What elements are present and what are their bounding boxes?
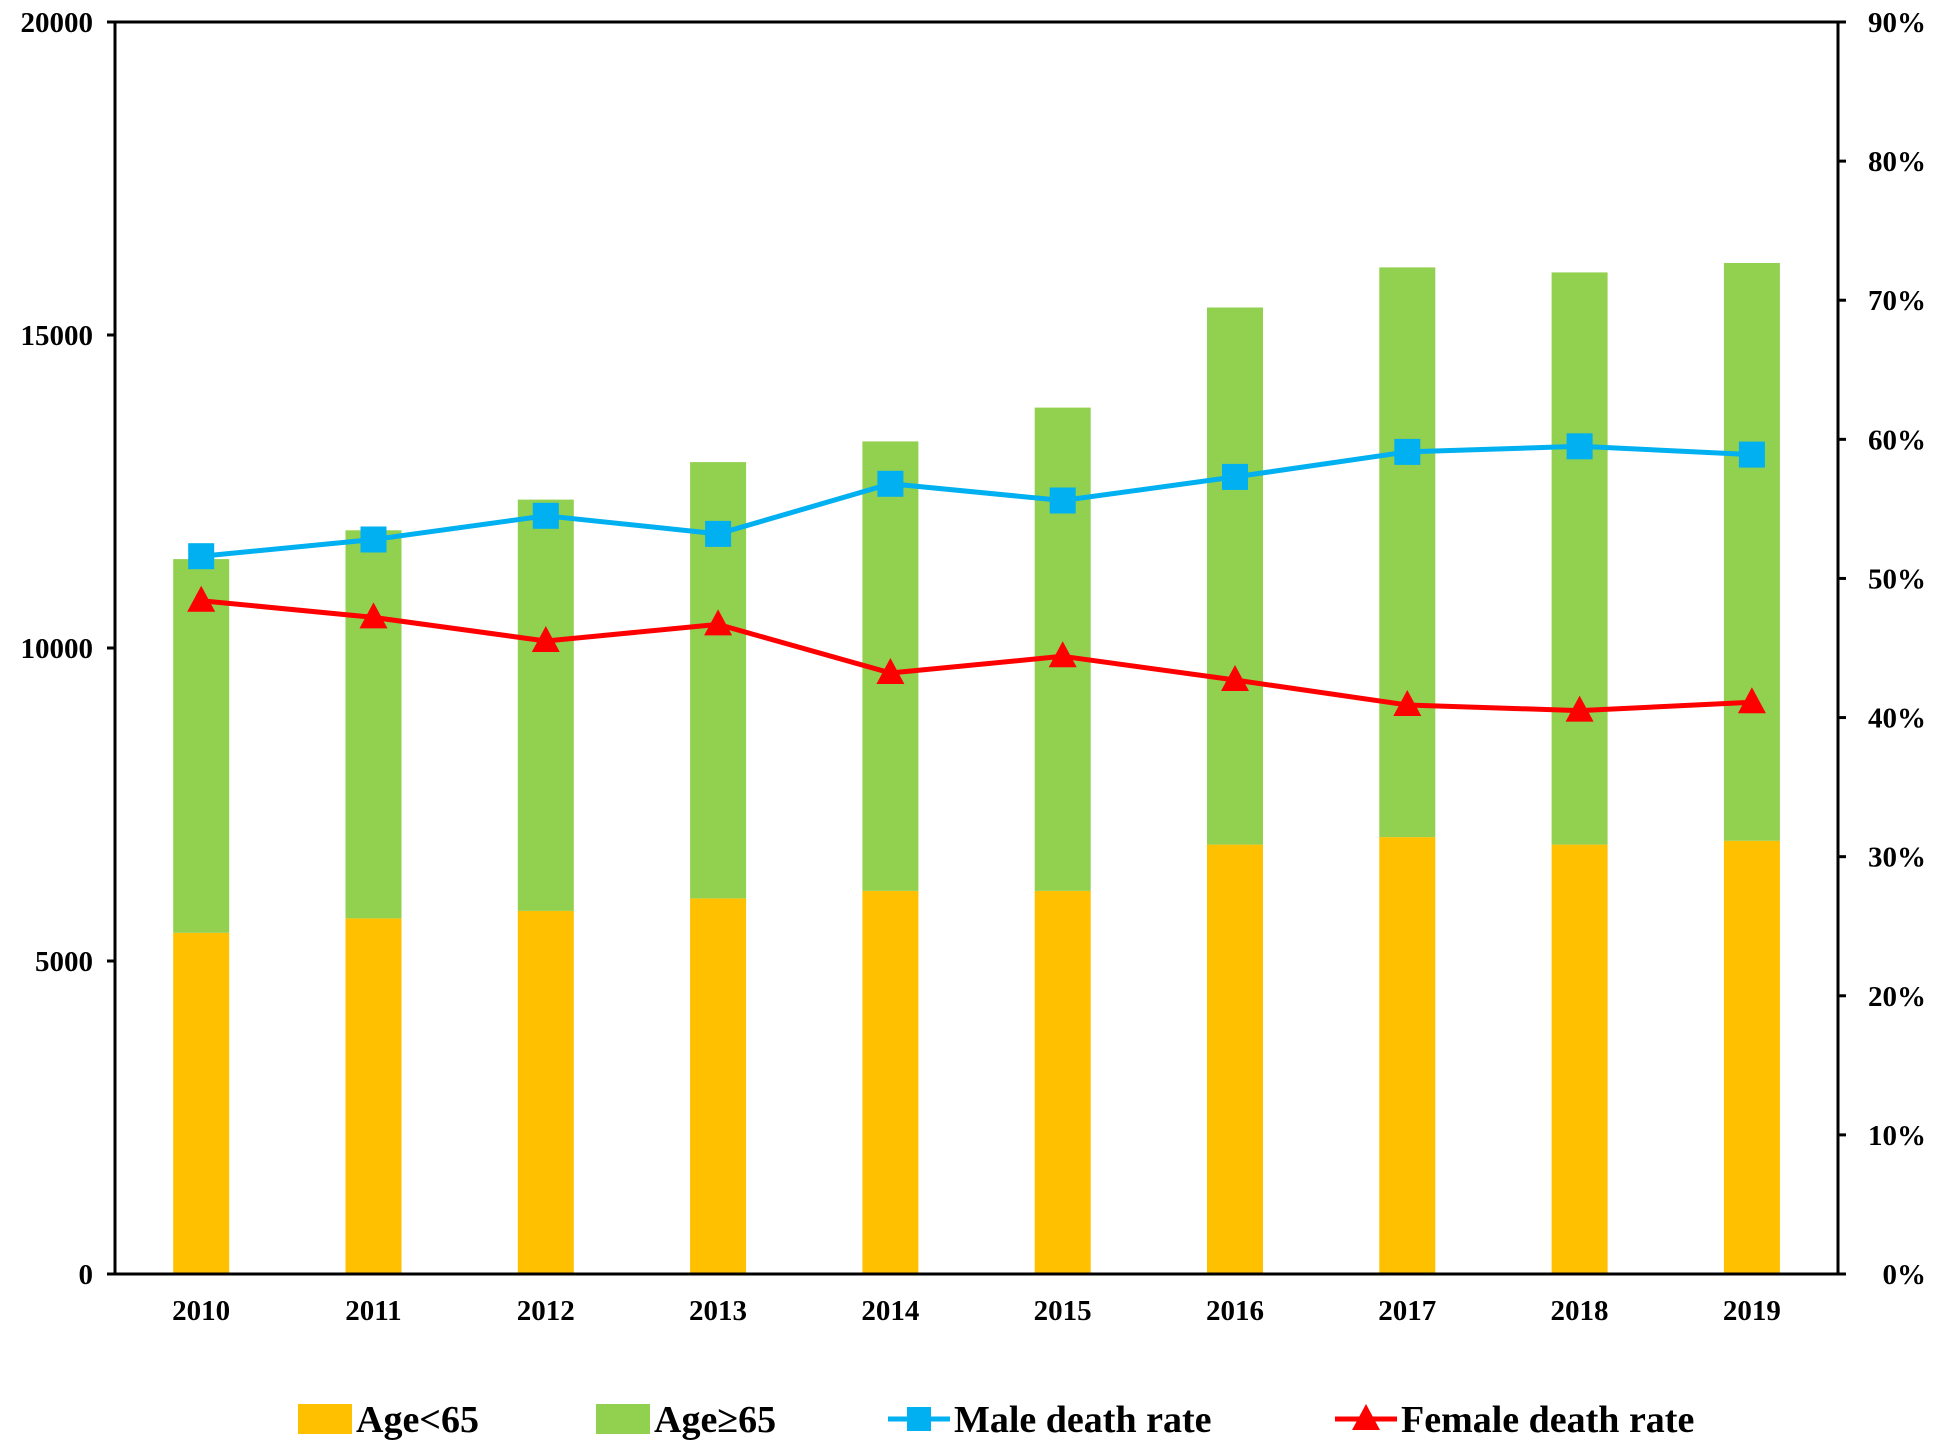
bar-2016-series-0: [1207, 844, 1263, 1274]
point-series-1-2012: [531, 626, 560, 652]
legend-swatch: [298, 1404, 352, 1434]
x-tick-label: 2016: [1206, 1295, 1264, 1327]
bar-2013-series-0: [690, 898, 747, 1274]
right-tick-label: 70%: [1868, 285, 1926, 317]
bar-2019-series-1: [1723, 263, 1780, 841]
bar-2017-series-0: [1379, 837, 1436, 1274]
bar-2012-series-1: [517, 499, 574, 911]
x-tick-label: 2015: [1034, 1295, 1092, 1327]
bar-2014-series-0: [862, 890, 919, 1274]
line-series-0: [200, 443, 1753, 559]
legend-item-3: Female death rate: [1335, 1399, 1694, 1441]
point-series-1-2016: [1221, 665, 1249, 691]
legend-marker: [907, 1407, 931, 1431]
bar-2018-series-0: [1551, 844, 1608, 1274]
bar-2011-series-0: [345, 918, 402, 1274]
axes-layer: 0 5000 10000 15000 20000 0% 10% 20% 30% 40% 50% 60%…: [21, 7, 1927, 1327]
x-tick-label: 2018: [1551, 1295, 1609, 1327]
right-tick-label: 80%: [1868, 146, 1926, 178]
legend: Age<65 Age≥65 Male death rate Female death …: [298, 1399, 1694, 1441]
point-series-0-2014: [877, 470, 904, 497]
point-series-0-2011: [360, 526, 387, 553]
bar-2016-series-1: [1207, 307, 1263, 845]
point-series-1-2013: [704, 609, 733, 636]
right-tick-label: 60%: [1868, 424, 1926, 456]
x-tick-label: 2010: [172, 1295, 230, 1327]
point-series-0-2016: [1222, 463, 1248, 490]
legend-label: Female death rate: [1401, 1399, 1694, 1441]
right-tick-label: 90%: [1868, 7, 1926, 39]
point-series-0-2010: [188, 543, 215, 570]
legend-label: Age≥65: [654, 1399, 776, 1441]
point-series-0-2019: [1738, 441, 1765, 468]
point-series-0-2012: [532, 502, 559, 529]
point-series-1-2011: [359, 602, 388, 629]
point-series-0-2017: [1394, 438, 1421, 465]
point-series-1-2014: [876, 658, 905, 684]
line-series-1: [200, 598, 1753, 714]
point-series-1-2015: [1048, 641, 1077, 668]
left-tick-label: 20000: [21, 7, 94, 39]
legend-item-0: Age<65: [298, 1399, 479, 1441]
right-tick-label: 50%: [1868, 563, 1926, 595]
x-tick-label: 2012: [517, 1295, 575, 1327]
bar-2015-series-0: [1034, 890, 1091, 1274]
bars-layer: [173, 263, 1780, 1274]
point-series-1-2010: [187, 585, 216, 612]
legend-label: Male death rate: [954, 1399, 1211, 1441]
bar-2011-series-1: [345, 530, 402, 919]
x-tick-label: 2017: [1378, 1295, 1436, 1327]
legend-item-2: Male death rate: [888, 1399, 1211, 1441]
point-series-0-2018: [1566, 433, 1593, 460]
lines-layer: [187, 433, 1766, 722]
point-series-0-2015: [1049, 487, 1076, 514]
bar-2012-series-0: [517, 910, 574, 1274]
bar-2019-series-0: [1723, 840, 1780, 1274]
x-tick-label: 2014: [861, 1295, 919, 1327]
point-series-0-2013: [705, 520, 732, 547]
legend-marker: [1352, 1404, 1380, 1430]
legend-swatch: [596, 1404, 650, 1434]
x-tick-label: 2019: [1723, 1295, 1781, 1327]
bar-2017-series-1: [1379, 267, 1436, 838]
bar-2010-series-1: [173, 559, 230, 933]
bar-2018-series-1: [1551, 272, 1608, 845]
left-tick-label: 5000: [35, 946, 93, 978]
bar-2010-series-0: [173, 932, 230, 1274]
point-series-1-2018: [1565, 695, 1594, 722]
right-tick-label: 40%: [1868, 703, 1926, 735]
point-series-1-2017: [1393, 690, 1422, 716]
right-tick-label: 0%: [1883, 1259, 1927, 1291]
left-tick-label: 0: [79, 1259, 94, 1291]
left-tick-label: 10000: [21, 633, 94, 665]
legend-label: Age<65: [356, 1399, 479, 1441]
x-tick-label: 2011: [345, 1295, 401, 1327]
x-tick-label: 2013: [689, 1295, 747, 1327]
legend-item-1: Age≥65: [596, 1399, 776, 1441]
right-tick-label: 20%: [1868, 981, 1926, 1013]
left-tick-label: 15000: [21, 320, 94, 352]
right-tick-label: 30%: [1868, 842, 1926, 874]
point-series-1-2019: [1737, 687, 1766, 714]
right-tick-label: 10%: [1868, 1120, 1926, 1152]
